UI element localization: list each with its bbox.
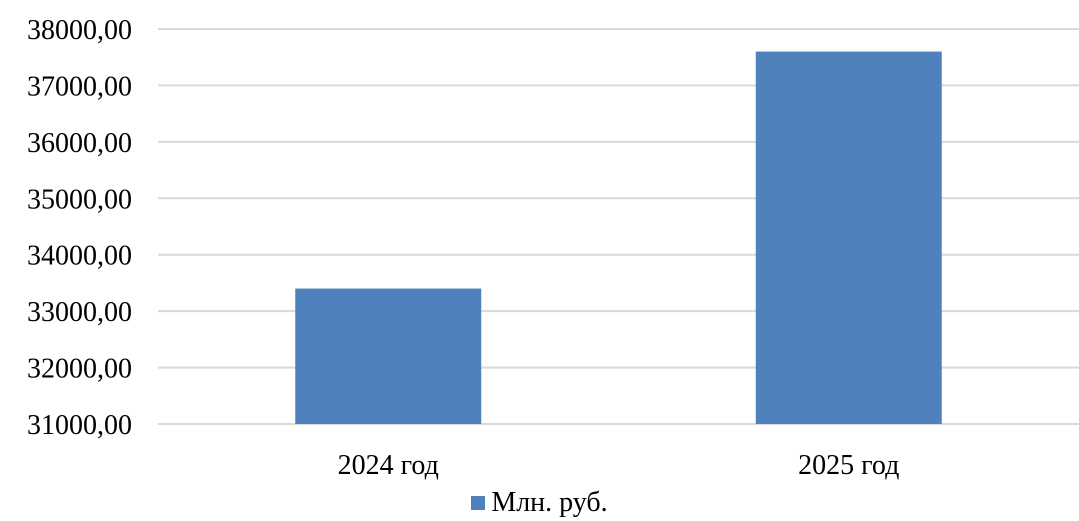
x-tick-label: 2024 год: [338, 450, 439, 481]
y-axis-tick-labels: 31000,00 32000,00 33000,00 34000,00 35000,00…: [27, 15, 132, 441]
bar-chart: 31000,00 32000,00 33000,00 34000,00 35000,00…: [27, 15, 1079, 481]
bar-2: [755, 51, 942, 424]
y-tick-label: 38000,00: [27, 15, 132, 46]
y-tick-label: 33000,00: [27, 297, 132, 328]
y-tick-label: 31000,00: [27, 410, 132, 441]
legend-label: Млн. руб.: [491, 487, 608, 518]
y-tick-label: 35000,00: [27, 184, 132, 215]
y-tick-label: 36000,00: [27, 128, 132, 159]
bars: [295, 51, 942, 424]
y-tick-label: 34000,00: [27, 241, 132, 272]
legend-swatch: [471, 496, 486, 510]
x-axis-tick-labels: 2024 год 2025 год: [338, 450, 900, 481]
x-tick-label: 2025 год: [798, 450, 899, 481]
y-tick-label: 32000,00: [27, 354, 132, 385]
legend: Млн. руб.: [0, 487, 1079, 518]
y-tick-label: 37000,00: [27, 71, 132, 102]
bar-1: [295, 288, 482, 424]
